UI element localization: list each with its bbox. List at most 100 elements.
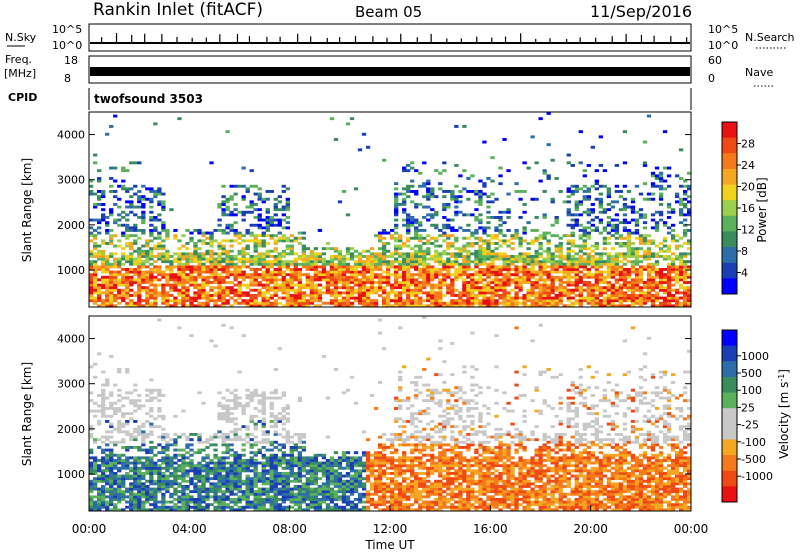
scatter-cell [97,226,102,230]
scatter-cell [550,278,555,282]
scatter-cell [133,500,138,504]
scatter-cell [686,187,692,191]
scatter-cell [462,169,467,173]
scatter-cell [229,469,234,473]
scatter-cell [89,503,94,507]
scatter-cell [542,213,547,217]
scatter-cell [245,498,250,501]
scatter-cell [273,299,278,303]
scatter-cell [602,229,608,232]
scatter-cell [570,257,575,261]
scatter-cell [269,265,274,269]
scatter-cell [410,265,415,269]
scatter-cell [233,270,238,274]
scatter-cell [189,500,194,504]
scatter-cell [101,388,106,392]
scatter-cell [598,203,604,206]
scatter-cell [133,242,138,245]
scatter-cell [578,260,583,264]
scatter-cell [225,404,230,408]
scatter-cell [414,221,419,225]
scatter-cell [89,294,94,297]
scatter-cell [241,464,246,468]
scatter-cell [109,252,114,256]
scatter-cell [233,229,238,232]
scatter-cell [209,482,214,486]
scatter-cell [578,291,583,295]
scatter-cell [402,260,407,264]
colorbar-swatch [722,200,737,217]
scatter-cell [105,257,110,261]
scatter-cell [205,464,210,468]
scatter-cell [129,482,134,486]
scatter-cell [229,485,234,488]
scatter-cell [225,200,230,204]
scatter-cell [434,268,439,271]
scatter-cell [654,221,660,225]
scatter-cell [105,383,110,387]
scatter-cell [610,229,616,232]
scatter-cell [313,278,319,282]
scatter-cell [189,239,194,243]
scatter-cell [578,265,583,269]
scatter-cell [273,273,278,277]
scatter-cell [257,262,262,266]
scatter-cell [610,226,616,230]
scatter-cell [434,195,439,199]
scatter-cell [105,479,110,483]
scatter-cell [650,182,656,186]
scatter-cell [450,252,455,256]
scatter-cell [369,257,375,261]
scatter-cell [570,288,575,292]
scatter-cell [249,461,254,465]
scatter-cell [229,500,234,504]
scatter-cell [89,265,94,269]
scatter-cell [418,223,423,227]
scatter-cell [381,262,387,266]
scatter-cell [674,239,680,243]
scatter-cell [165,275,170,279]
scatter-cell [558,252,563,256]
scatter-cell [406,270,411,274]
scatter-cell [253,427,258,431]
scatter-cell [398,281,403,284]
scatter-cell [313,262,319,266]
scatter-cell [149,425,154,429]
scatter-cell [181,252,186,256]
y-tick-label: 3000 [57,174,85,187]
scatter-cell [317,304,323,308]
scatter-cell [249,184,254,188]
scatter-cell [578,299,583,303]
scatter-cell [137,299,142,303]
scatter-cell [502,296,507,300]
scatter-cell [402,244,407,248]
scatter-cell [169,466,174,470]
scatter-cell [566,200,571,204]
scatter-cell [554,177,559,180]
scatter-cell [101,192,106,196]
scatter-cell [406,262,411,266]
scatter-cell [582,273,587,277]
scatter-cell [265,273,270,277]
scatter-cell [133,404,138,408]
scatter-cell [626,268,632,271]
scatter-cell [101,278,106,282]
scatter-cell [422,184,427,188]
scatter-cell [650,265,656,269]
scatter-cell [526,294,531,297]
scatter-cell [217,401,222,405]
scatter-cell [618,236,624,240]
scatter-cell [301,304,307,308]
scatter-cell [137,229,142,232]
scatter-cell [594,299,599,303]
scatter-cell [682,278,688,282]
scatter-cell [305,283,311,287]
scatter-cell [149,283,154,287]
scatter-cell [149,270,154,274]
scatter-cell [618,265,624,269]
scatter-cell [313,252,319,256]
scatter-cell [470,268,475,271]
scatter-cell [309,281,315,284]
scatter-cell [297,242,303,245]
scatter-cell [157,500,162,504]
